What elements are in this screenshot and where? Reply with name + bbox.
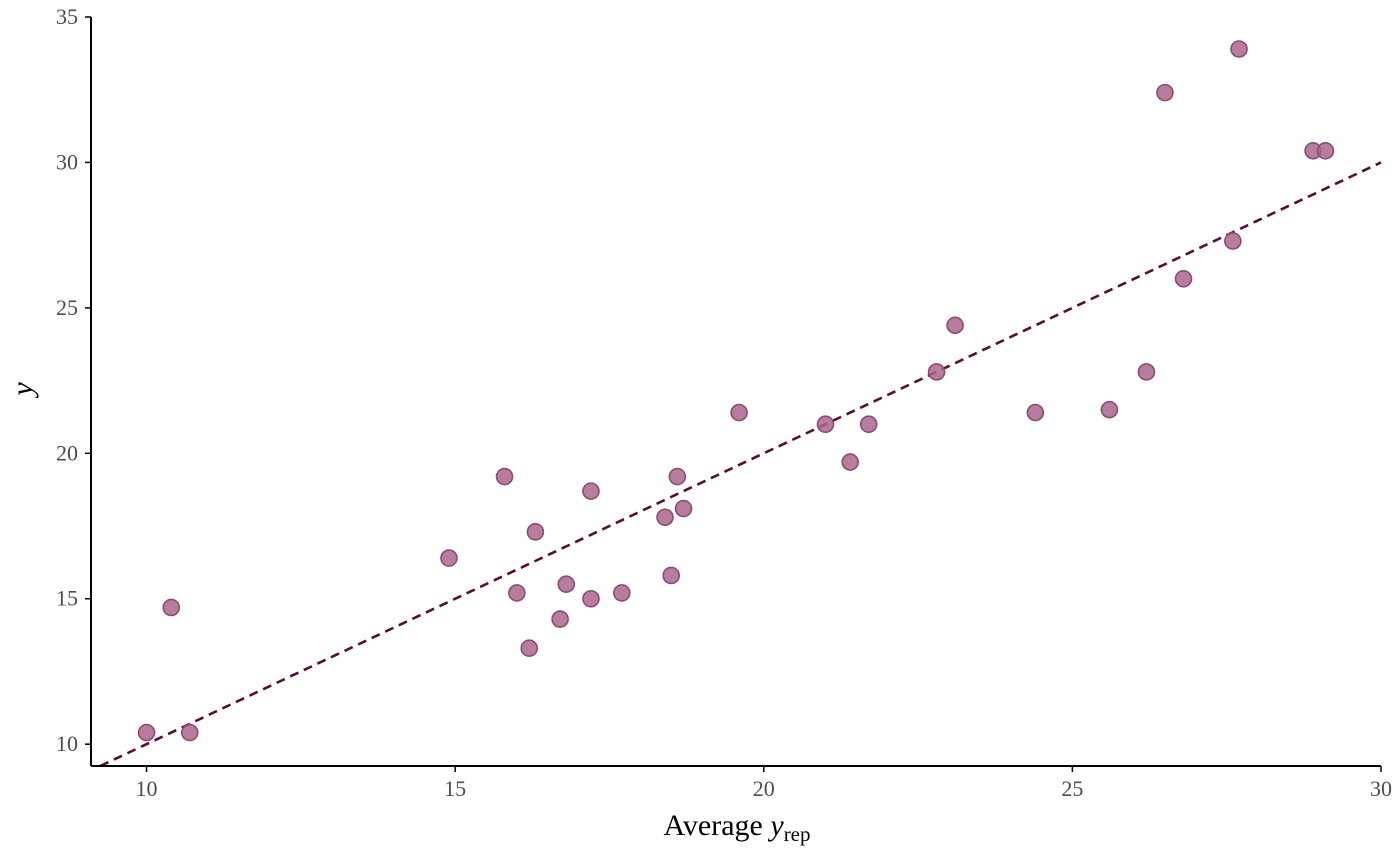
data-point <box>162 598 181 617</box>
y-tick-label: 30 <box>56 149 78 174</box>
x-axis-title-sub: rep <box>784 822 811 846</box>
data-point <box>1316 142 1335 160</box>
points-layer <box>137 40 1335 742</box>
data-point <box>1224 232 1242 250</box>
x-axis-ticks: 10 15 20 25 30 <box>136 766 1392 801</box>
y-axis-ticks: 10 15 20 25 30 35 <box>56 4 91 756</box>
data-point <box>656 508 674 527</box>
y-tick-label: 35 <box>56 4 78 29</box>
x-tick-label: 20 <box>753 776 775 801</box>
data-point <box>662 566 680 585</box>
data-point <box>495 467 514 486</box>
data-point <box>859 415 878 434</box>
x-tick-label: 25 <box>1061 776 1083 801</box>
data-point <box>1026 403 1045 422</box>
reference-line <box>99 161 1382 768</box>
reference-line-layer <box>99 161 1382 768</box>
x-tick-label: 30 <box>1370 776 1392 801</box>
data-point <box>1156 83 1174 102</box>
y-tick-label: 25 <box>56 295 78 320</box>
x-axis-title-var: y <box>767 809 784 842</box>
y-axis-title: y <box>6 382 39 399</box>
data-point <box>946 316 964 335</box>
data-point <box>557 575 576 594</box>
data-point <box>730 403 748 422</box>
data-point <box>526 523 545 541</box>
data-point <box>1137 363 1156 381</box>
data-point <box>1100 400 1119 419</box>
x-axis-title-main: Average <box>663 809 770 842</box>
axes <box>90 17 1381 767</box>
x-tick-label: 10 <box>136 776 158 801</box>
data-point <box>927 363 946 381</box>
y-tick-label: 15 <box>56 586 78 611</box>
data-point <box>674 499 693 518</box>
y-tick-label: 10 <box>56 731 78 756</box>
data-point <box>841 453 859 471</box>
data-point <box>137 723 156 742</box>
data-point <box>440 549 458 567</box>
data-point <box>668 467 687 486</box>
data-point <box>582 482 600 500</box>
data-point <box>508 584 526 602</box>
y-tick-label: 20 <box>56 440 78 465</box>
data-point <box>1230 40 1248 58</box>
data-point <box>520 639 539 657</box>
data-point <box>551 610 569 628</box>
data-point <box>816 415 835 434</box>
data-point <box>582 589 600 608</box>
data-point <box>613 584 631 602</box>
data-point <box>1174 269 1193 288</box>
x-tick-label: 15 <box>444 776 466 801</box>
x-axis-title: Average yrep <box>663 809 810 846</box>
data-point <box>180 723 199 742</box>
